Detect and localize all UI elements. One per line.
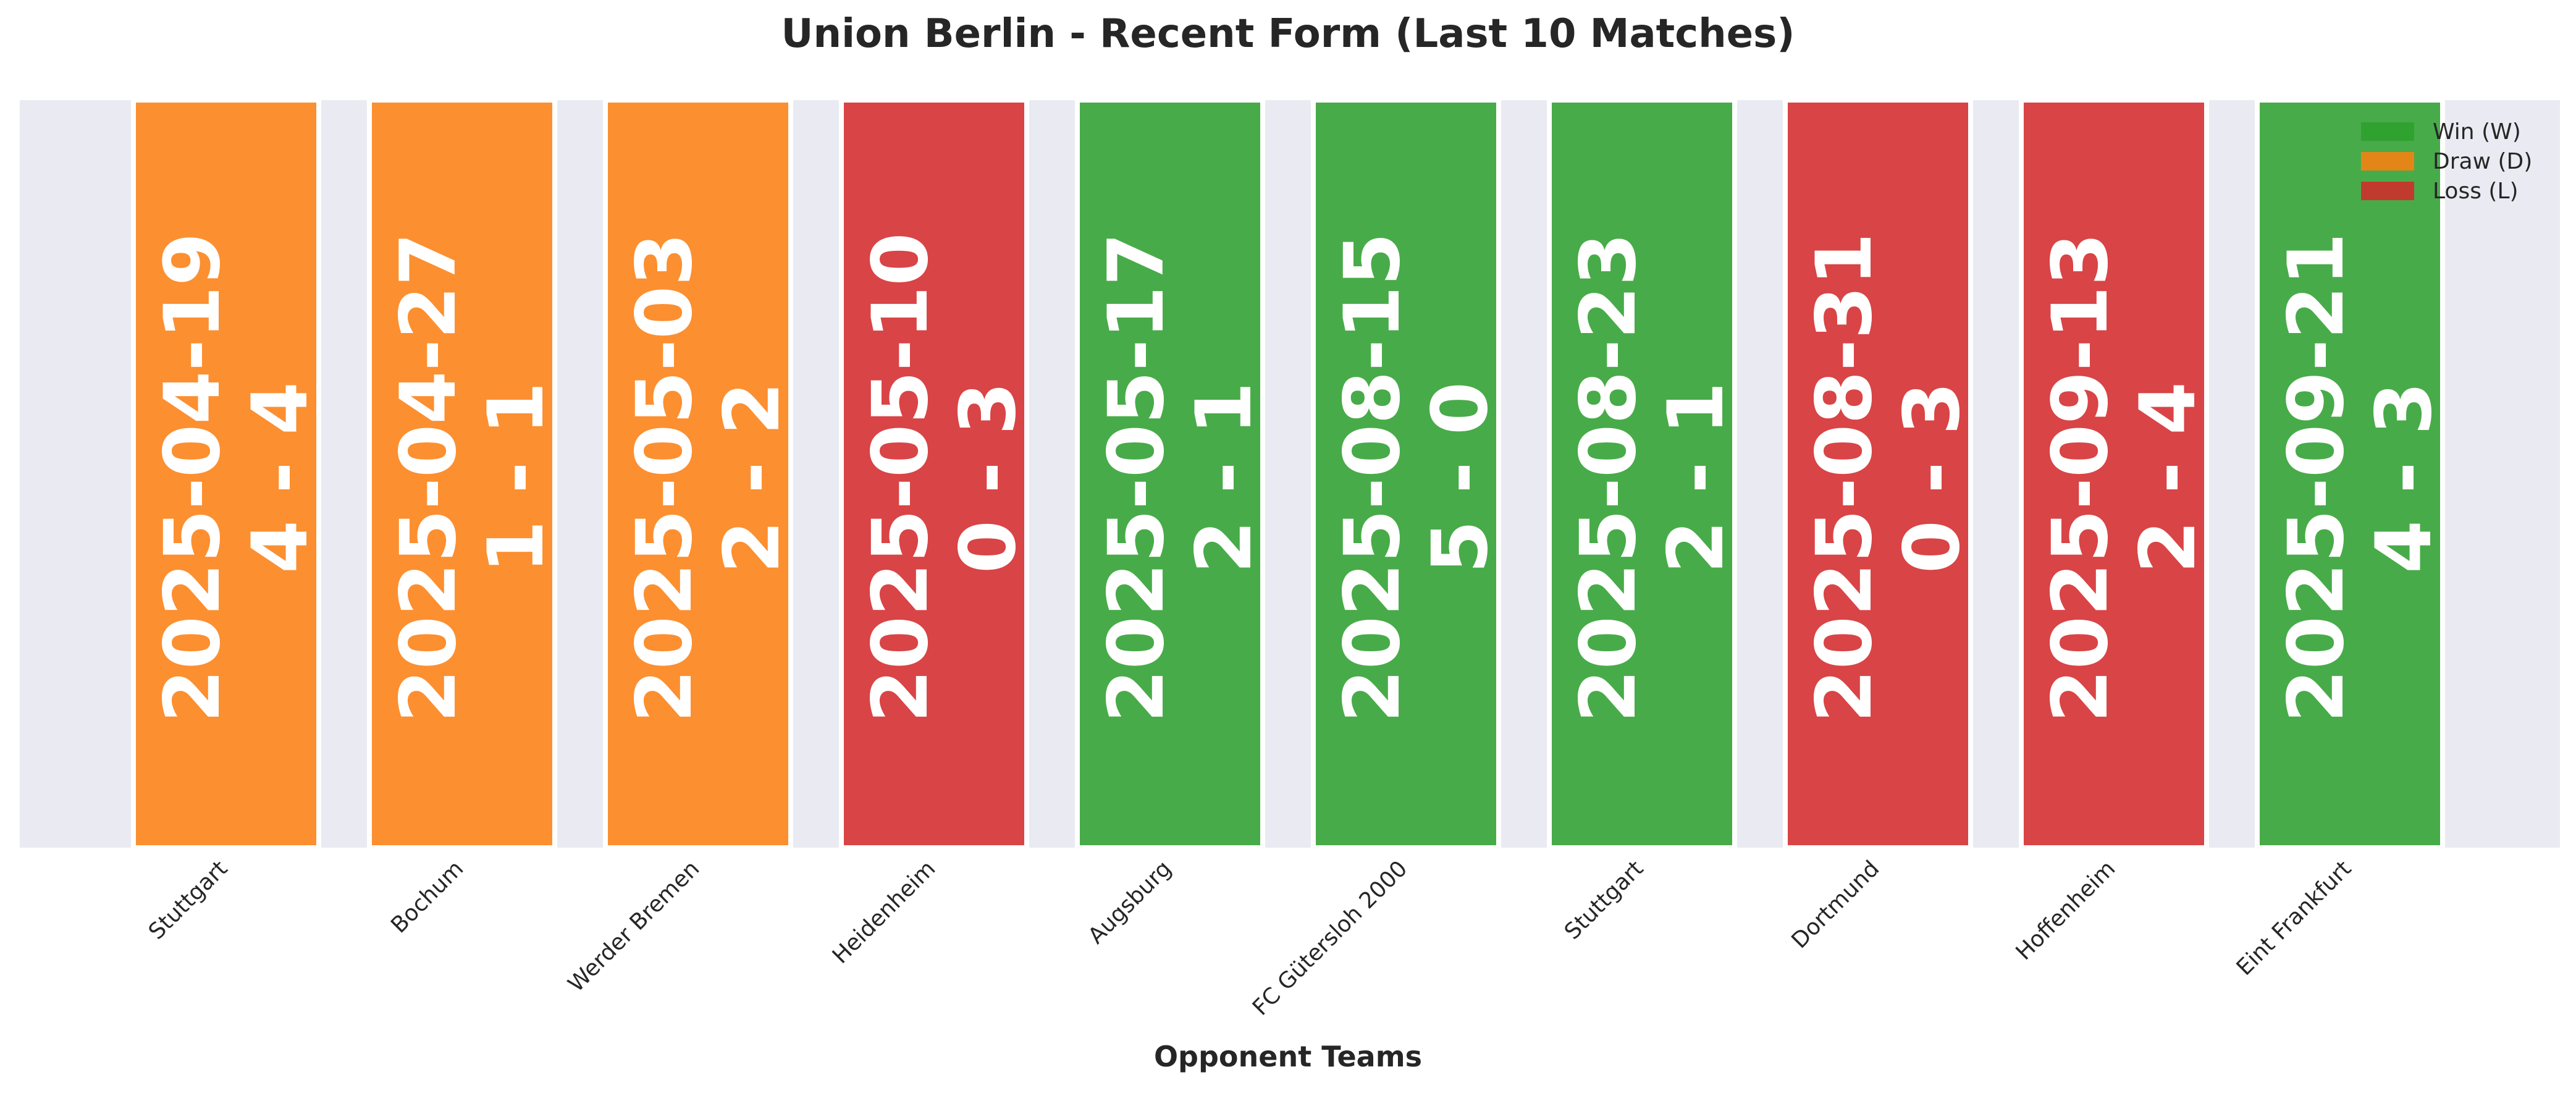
bar-label-6: 2025-08-155 - 0 xyxy=(1328,232,1505,722)
bar-label-1: 2025-04-194 - 4 xyxy=(148,232,325,722)
x-tick-label-1: Stuttgart xyxy=(144,856,232,944)
x-tick-label-2: Bochum xyxy=(386,856,468,938)
match-date: 2025-08-23 xyxy=(1564,232,1653,722)
match-date: 2025-04-27 xyxy=(384,232,473,722)
bar-8 xyxy=(1783,98,1973,850)
match-score: 2 - 1 xyxy=(1652,382,1741,573)
bar-label-7: 2025-08-232 - 1 xyxy=(1564,232,1741,722)
bar-label-9: 2025-09-132 - 4 xyxy=(2036,232,2213,722)
legend-swatch-w xyxy=(2361,122,2414,141)
bars-group xyxy=(131,98,2445,850)
chart-title: Union Berlin - Recent Form (Last 10 Matc… xyxy=(781,11,1795,57)
legend-label-l: Loss (L) xyxy=(2433,179,2519,204)
match-score: 2 - 4 xyxy=(2124,382,2213,573)
bar-label-4: 2025-05-100 - 3 xyxy=(856,232,1033,722)
x-tick-label-4: Heidenheim xyxy=(828,856,940,968)
x-tick-label-7: Stuttgart xyxy=(1560,856,1648,944)
bar-7 xyxy=(1547,98,1737,850)
bar-label-5: 2025-05-172 - 1 xyxy=(1092,232,1269,722)
x-tick-label-6: FC Gütersloh 2000 xyxy=(1248,856,1412,1020)
match-score: 5 - 0 xyxy=(1416,382,1505,573)
match-date: 2025-09-13 xyxy=(2036,232,2125,722)
match-score: 2 - 1 xyxy=(1180,382,1269,573)
match-score: 0 - 3 xyxy=(944,382,1033,573)
x-axis-label: Opponent Teams xyxy=(1154,1040,1422,1073)
bar-2 xyxy=(367,98,557,850)
x-tick-label-8: Dortmund xyxy=(1787,856,1885,953)
bar-3 xyxy=(603,98,793,850)
bar-5 xyxy=(1075,98,1265,850)
match-score: 0 - 3 xyxy=(1888,382,1977,573)
bar-6 xyxy=(1311,98,1501,850)
legend: Win (W) Draw (D) Loss (L) xyxy=(2361,119,2532,204)
x-tick-label-5: Augsburg xyxy=(1084,856,1176,948)
legend-swatch-l xyxy=(2361,182,2414,200)
legend-label-w: Win (W) xyxy=(2433,119,2521,145)
match-date: 2025-09-21 xyxy=(2272,232,2361,722)
bar-label-10: 2025-09-214 - 3 xyxy=(2272,232,2449,722)
legend-swatch-d xyxy=(2361,152,2414,171)
match-date: 2025-05-10 xyxy=(856,232,945,722)
x-tick-labels-group: Stuttgart Bochum Werder Bremen Heidenheim Au… xyxy=(144,856,2356,1020)
x-tick-label-9: Hoffenheim xyxy=(2011,856,2121,965)
x-tick-label-3: Werder Bremen xyxy=(563,856,704,997)
bar-1 xyxy=(131,98,321,850)
match-score: 4 - 3 xyxy=(2360,382,2449,573)
match-date: 2025-08-31 xyxy=(1800,232,1889,722)
match-score: 1 - 1 xyxy=(472,382,561,573)
match-date: 2025-05-03 xyxy=(620,232,709,722)
bar-labels-group: 2025-04-194 - 4 2025-04-271 - 1 2025-05-03… xyxy=(148,232,2449,722)
bar-label-3: 2025-05-032 - 2 xyxy=(620,232,797,722)
x-tick-label-10: Eint Frankfurt xyxy=(2232,856,2357,981)
match-score: 4 - 4 xyxy=(236,382,325,573)
match-date: 2025-08-15 xyxy=(1328,232,1417,722)
match-date: 2025-05-17 xyxy=(1092,232,1181,722)
bar-10 xyxy=(2255,98,2445,850)
match-date: 2025-04-19 xyxy=(148,232,237,722)
legend-label-d: Draw (D) xyxy=(2433,149,2532,174)
bar-label-8: 2025-08-310 - 3 xyxy=(1800,232,1977,722)
bar-9 xyxy=(2019,98,2209,850)
bar-4 xyxy=(839,98,1029,850)
match-score: 2 - 2 xyxy=(708,382,797,573)
bar-label-2: 2025-04-271 - 1 xyxy=(384,232,561,722)
